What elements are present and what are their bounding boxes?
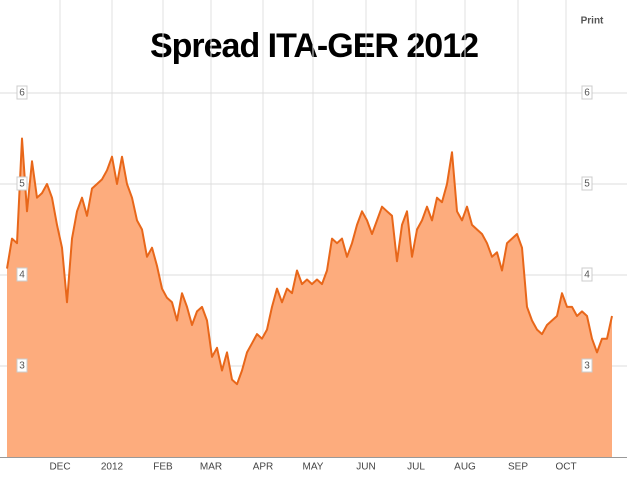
y-tick-label: 5 xyxy=(19,179,25,190)
x-tick-label: SEP xyxy=(508,462,528,473)
x-tick-label: MAR xyxy=(200,462,222,473)
x-tick-label: APR xyxy=(253,462,274,473)
x-tick-label: OCT xyxy=(555,462,576,473)
y-tick-box xyxy=(581,85,593,100)
print-button[interactable]: Print xyxy=(581,16,604,27)
y-tick-box xyxy=(16,85,28,100)
y-tick-box xyxy=(16,267,28,282)
y-tick-box xyxy=(581,358,593,373)
x-tick-label: DEC xyxy=(49,462,70,473)
y-tick-label: 5 xyxy=(584,179,590,190)
line xyxy=(6,137,613,386)
x-tick-label: 2012 xyxy=(101,462,124,473)
y-tick-label: 3 xyxy=(19,361,25,372)
y-tick-box xyxy=(581,267,593,282)
y-tick-label: 6 xyxy=(19,88,25,99)
chart-title: Spread ITA-GER 2012 xyxy=(150,27,478,65)
y-tick-box xyxy=(16,358,28,373)
y-tick-box xyxy=(581,176,593,191)
x-tick-label: JUL xyxy=(407,462,425,473)
x-tick-label: AUG xyxy=(454,462,476,473)
y-tick-box xyxy=(16,176,28,191)
y-tick-label: 4 xyxy=(584,270,590,281)
y-tick-label: 6 xyxy=(584,88,590,99)
x-tick-label: FEB xyxy=(153,462,173,473)
y-tick-label: 4 xyxy=(19,270,25,281)
x-tick-label: MAY xyxy=(303,462,324,473)
y-tick-label: 3 xyxy=(584,361,590,372)
x-tick-label: JUN xyxy=(356,462,375,473)
area xyxy=(7,138,612,457)
